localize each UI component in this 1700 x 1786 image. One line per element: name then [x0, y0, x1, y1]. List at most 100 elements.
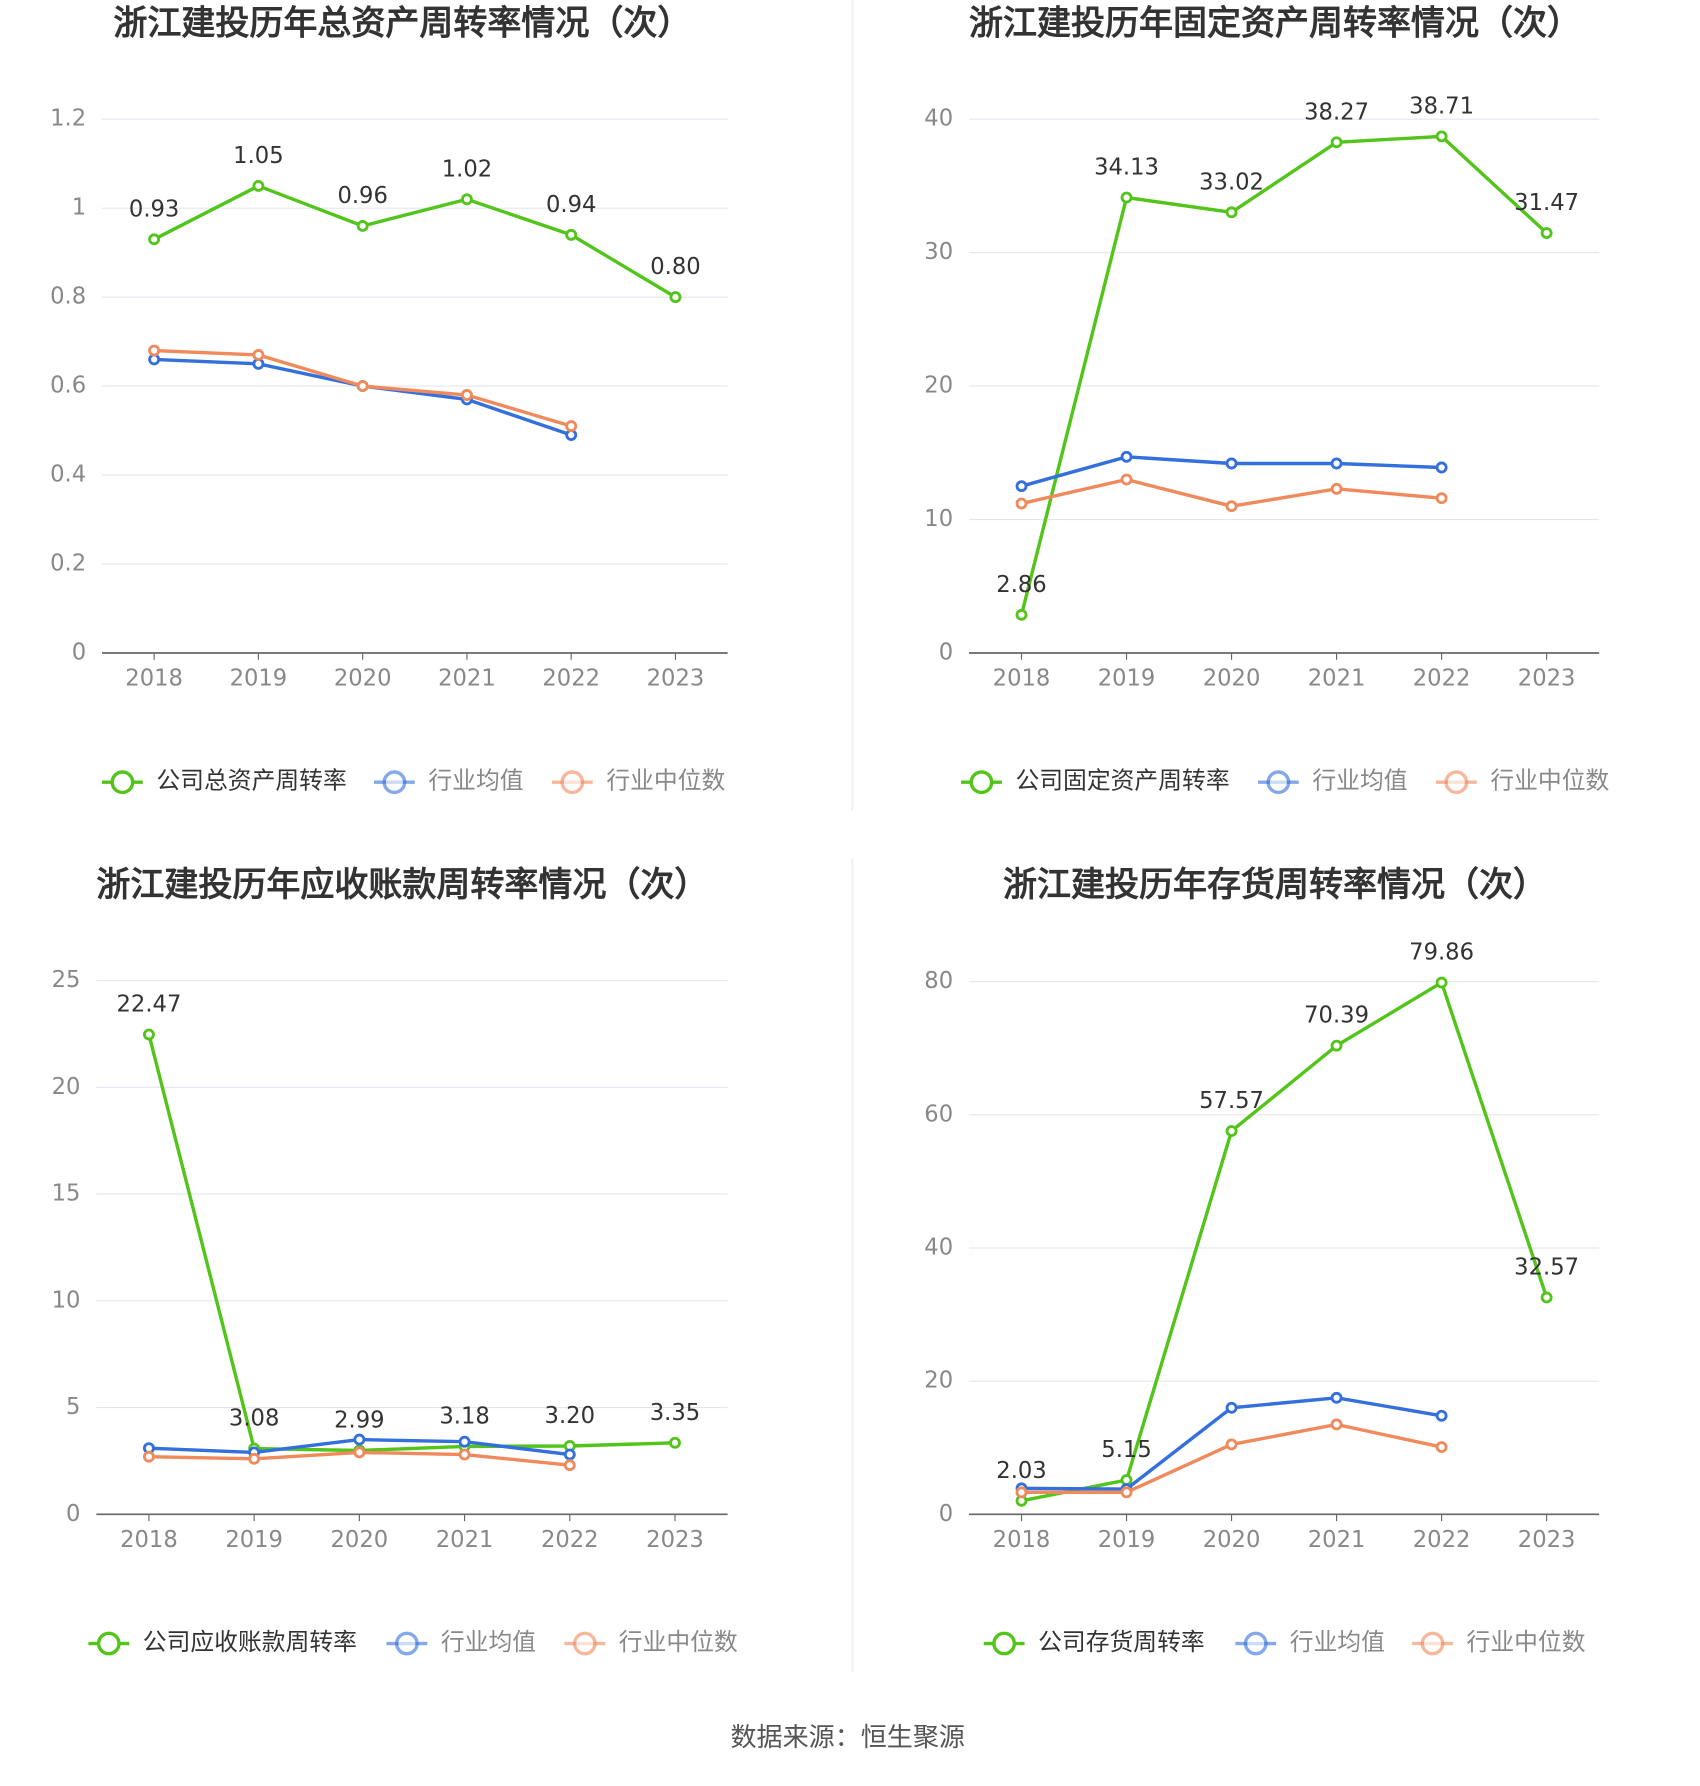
data-point — [669, 1436, 681, 1449]
legend-label: 公司固定资产周转率 — [1015, 767, 1229, 795]
series-line — [1019, 134, 1548, 616]
x-tick-label: 2021 — [438, 666, 496, 692]
y-tick-label: 40 — [924, 1235, 953, 1261]
data-point — [1120, 191, 1133, 204]
x-tick-label: 2020 — [1203, 1527, 1261, 1553]
legend-label: 公司总资产周转率 — [156, 767, 346, 795]
data-point — [353, 1446, 366, 1459]
data-label: 1.02 — [442, 156, 492, 182]
data-point — [1330, 136, 1343, 149]
data-label: 57.57 — [1199, 1088, 1264, 1114]
x-tick-label: 2021 — [1308, 666, 1366, 692]
source-note: 数据来源：恒生聚源 — [731, 1723, 965, 1753]
data-point — [1330, 1391, 1343, 1404]
data-point — [458, 1448, 471, 1461]
legend-label: 行业中位数 — [1490, 767, 1609, 795]
y-tick-label: 0.8 — [50, 284, 86, 310]
data-point — [252, 349, 265, 361]
data-point — [460, 389, 473, 401]
x-tick-label: 2022 — [1413, 666, 1471, 692]
data-label: 70.39 — [1304, 1003, 1369, 1029]
data-point — [356, 220, 369, 232]
x-tick-label: 2019 — [230, 666, 288, 692]
data-point — [1435, 1441, 1448, 1454]
y-tick-label: 25 — [52, 967, 81, 993]
data-label: 3.20 — [545, 1403, 595, 1429]
data-point — [353, 1433, 366, 1446]
x-tick-label: 2023 — [1518, 1527, 1576, 1553]
legend-label: 行业中位数 — [606, 767, 725, 795]
data-label: 2.03 — [996, 1458, 1046, 1484]
chart-title: 浙江建投历年存货周转率情况（次） — [1003, 865, 1547, 905]
x-tick-label: 2021 — [436, 1527, 494, 1553]
y-tick-label: 20 — [924, 1368, 953, 1394]
data-point — [458, 1435, 471, 1448]
x-tick-label: 2019 — [1098, 666, 1156, 692]
legend-symbol — [1266, 770, 1291, 795]
data-point — [1435, 492, 1448, 505]
data-point — [1330, 457, 1343, 470]
data-point — [1225, 1125, 1238, 1137]
data-point — [248, 1452, 261, 1465]
x-tick-label: 2020 — [334, 666, 392, 692]
data-label: 2.99 — [334, 1408, 384, 1434]
data-point — [1435, 976, 1448, 989]
data-label: 38.71 — [1409, 93, 1474, 119]
data-point — [565, 420, 578, 433]
y-tick-label: 1 — [72, 195, 86, 221]
legend-label: 公司应收账款周转率 — [143, 1628, 357, 1656]
data-point — [1015, 608, 1028, 621]
x-tick-label: 2018 — [993, 1527, 1051, 1553]
x-tick-label: 2023 — [1518, 666, 1576, 692]
data-label: 22.47 — [117, 992, 182, 1018]
data-label: 0.96 — [337, 183, 387, 209]
series-line — [153, 184, 677, 299]
data-point — [1225, 457, 1238, 470]
data-point — [1225, 1401, 1238, 1414]
legend-label: 行业中位数 — [619, 1628, 738, 1656]
data-label: 31.47 — [1514, 190, 1579, 216]
legend-symbol — [992, 1631, 1017, 1656]
data-point — [1225, 1438, 1238, 1451]
data-label: 5.15 — [1101, 1437, 1151, 1463]
legend-label: 行业均值 — [428, 767, 523, 795]
data-point — [1015, 1486, 1028, 1499]
data-point — [142, 1028, 155, 1041]
data-label: 3.08 — [229, 1406, 279, 1432]
data-point — [148, 233, 161, 246]
y-tick-label: 20 — [52, 1074, 81, 1100]
y-tick-label: 10 — [52, 1287, 81, 1313]
series-line — [154, 357, 572, 437]
y-tick-label: 80 — [924, 968, 953, 994]
data-point — [252, 179, 265, 192]
data-point — [1540, 227, 1553, 239]
y-tick-label: 0 — [939, 640, 953, 666]
data-label: 79.86 — [1409, 940, 1474, 966]
data-point — [1330, 1418, 1343, 1431]
data-point — [1015, 497, 1028, 510]
data-point — [565, 228, 578, 241]
data-point — [142, 1450, 155, 1463]
legend-label: 行业均值 — [1290, 1628, 1385, 1656]
chart-title: 浙江建投历年固定资产周转率情况（次） — [969, 4, 1581, 44]
y-tick-label: 0 — [72, 640, 86, 666]
series-line — [1021, 1422, 1442, 1495]
data-point — [1435, 461, 1448, 474]
data-point — [669, 291, 682, 304]
data-label: 2.86 — [996, 572, 1046, 598]
y-tick-label: 0 — [66, 1501, 80, 1527]
legend-symbol — [1420, 1631, 1445, 1656]
data-point — [1225, 500, 1238, 513]
x-tick-label: 2020 — [1203, 666, 1261, 692]
data-label: 0.94 — [546, 192, 596, 218]
data-point — [1120, 473, 1133, 486]
data-label: 1.05 — [233, 143, 283, 169]
y-tick-label: 40 — [924, 106, 953, 132]
legend-symbol — [382, 770, 407, 795]
data-point — [148, 344, 161, 357]
data-point — [563, 1459, 576, 1472]
data-point — [1330, 1039, 1343, 1052]
x-tick-label: 2023 — [646, 1527, 704, 1553]
x-tick-label: 2022 — [541, 1527, 599, 1553]
data-point — [1015, 480, 1028, 493]
